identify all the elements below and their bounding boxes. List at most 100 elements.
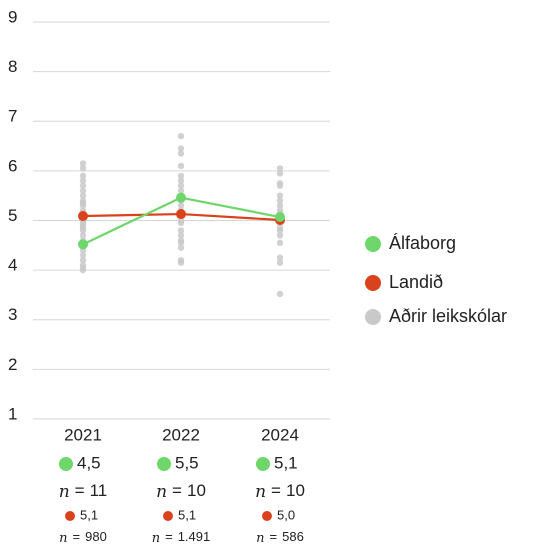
other-point xyxy=(276,192,284,199)
other-point xyxy=(276,170,284,177)
n-label: n = 1.491 xyxy=(152,529,211,545)
series-point xyxy=(176,209,186,220)
other-point xyxy=(177,132,185,140)
other-point xyxy=(177,172,185,180)
other-point xyxy=(177,187,185,194)
legend-label: Álfaborg xyxy=(389,233,456,253)
legend-marker xyxy=(365,309,381,325)
n-equals: = xyxy=(270,529,278,544)
n-symbol: n xyxy=(152,531,160,546)
y-tick-label: 4 xyxy=(8,256,17,275)
value-dot xyxy=(59,457,73,471)
n-equals: = xyxy=(271,481,281,500)
n-equals: = xyxy=(165,529,173,544)
value-label: 5,1 xyxy=(274,453,298,472)
y-tick-label: 2 xyxy=(8,355,17,374)
other-point xyxy=(177,244,185,251)
y-tick-label: 1 xyxy=(8,404,17,423)
n-symbol: n xyxy=(255,482,266,502)
n-value: 10 xyxy=(187,481,206,500)
other-point xyxy=(79,160,87,167)
n-label: n = 586 xyxy=(256,529,304,545)
y-tick-label: 9 xyxy=(8,7,17,26)
value-label: 5,0 xyxy=(277,507,295,522)
x-tick-label: 2021 xyxy=(64,425,102,444)
n-symbol: n xyxy=(256,531,264,546)
value-label: 5,1 xyxy=(178,507,196,522)
other-point xyxy=(79,172,87,180)
other-point xyxy=(276,197,284,204)
legend-label: Aðrir leikskólar xyxy=(389,306,507,326)
other-point xyxy=(177,162,185,170)
other-point xyxy=(276,227,284,234)
value-dot xyxy=(163,511,173,521)
n-label: n = 10 xyxy=(255,481,305,501)
series-point xyxy=(176,192,186,203)
other-point xyxy=(177,202,185,209)
other-point xyxy=(276,202,284,209)
other-point xyxy=(177,145,185,152)
other-point xyxy=(276,239,284,247)
n-value: 11 xyxy=(90,481,108,500)
other-point xyxy=(177,232,185,239)
other-point xyxy=(79,182,87,189)
series-point xyxy=(275,212,285,223)
other-point xyxy=(177,182,185,189)
other-point xyxy=(177,219,185,227)
n-equals: = xyxy=(73,529,81,544)
legend-marker xyxy=(365,275,381,291)
other-point xyxy=(177,150,185,157)
other-point xyxy=(276,232,284,239)
other-point xyxy=(276,165,284,172)
other-point xyxy=(79,232,87,239)
y-tick-label: 3 xyxy=(8,305,17,324)
n-label: n = 10 xyxy=(156,481,206,501)
other-point xyxy=(79,187,87,194)
y-tick-label: 5 xyxy=(8,206,17,225)
legend-label: Landið xyxy=(389,272,443,292)
other-point xyxy=(276,290,284,298)
other-point xyxy=(79,252,87,259)
n-label: n = 980 xyxy=(59,529,107,545)
value-label: 5,1 xyxy=(80,507,98,522)
n-symbol: n xyxy=(59,531,67,546)
other-point xyxy=(79,177,87,184)
value-dot xyxy=(256,457,270,471)
n-symbol: n xyxy=(59,482,70,502)
n-equals: = xyxy=(75,481,85,500)
other-point xyxy=(79,165,87,172)
n-symbol: n xyxy=(156,482,167,502)
n-value: 980 xyxy=(85,529,107,544)
n-value: 586 xyxy=(282,529,304,544)
y-tick-label: 6 xyxy=(8,156,17,175)
value-label: 4,5 xyxy=(77,453,101,472)
other-point xyxy=(177,259,185,266)
series-point xyxy=(78,211,88,222)
value-dot xyxy=(65,511,75,521)
other-point xyxy=(79,192,87,199)
other-point xyxy=(79,257,87,264)
other-point xyxy=(177,227,185,234)
n-value: 10 xyxy=(286,481,305,500)
other-point xyxy=(79,202,87,209)
series-point xyxy=(78,239,88,250)
other-point xyxy=(79,266,87,274)
value-dot xyxy=(262,511,272,521)
other-point xyxy=(177,239,185,247)
legend-marker xyxy=(365,236,381,252)
n-value: 1.491 xyxy=(178,529,211,544)
other-point xyxy=(276,254,284,261)
other-point xyxy=(177,177,185,184)
n-equals: = xyxy=(172,481,182,500)
other-point xyxy=(276,259,284,266)
value-label: 5,5 xyxy=(175,453,199,472)
y-tick-label: 8 xyxy=(8,57,17,76)
other-point xyxy=(79,227,87,234)
x-tick-label: 2022 xyxy=(162,425,200,444)
x-tick-label: 2024 xyxy=(261,425,299,444)
y-tick-label: 7 xyxy=(8,107,17,126)
n-label: n = 11 xyxy=(59,481,108,501)
value-dot xyxy=(157,457,171,471)
other-point xyxy=(276,182,284,189)
